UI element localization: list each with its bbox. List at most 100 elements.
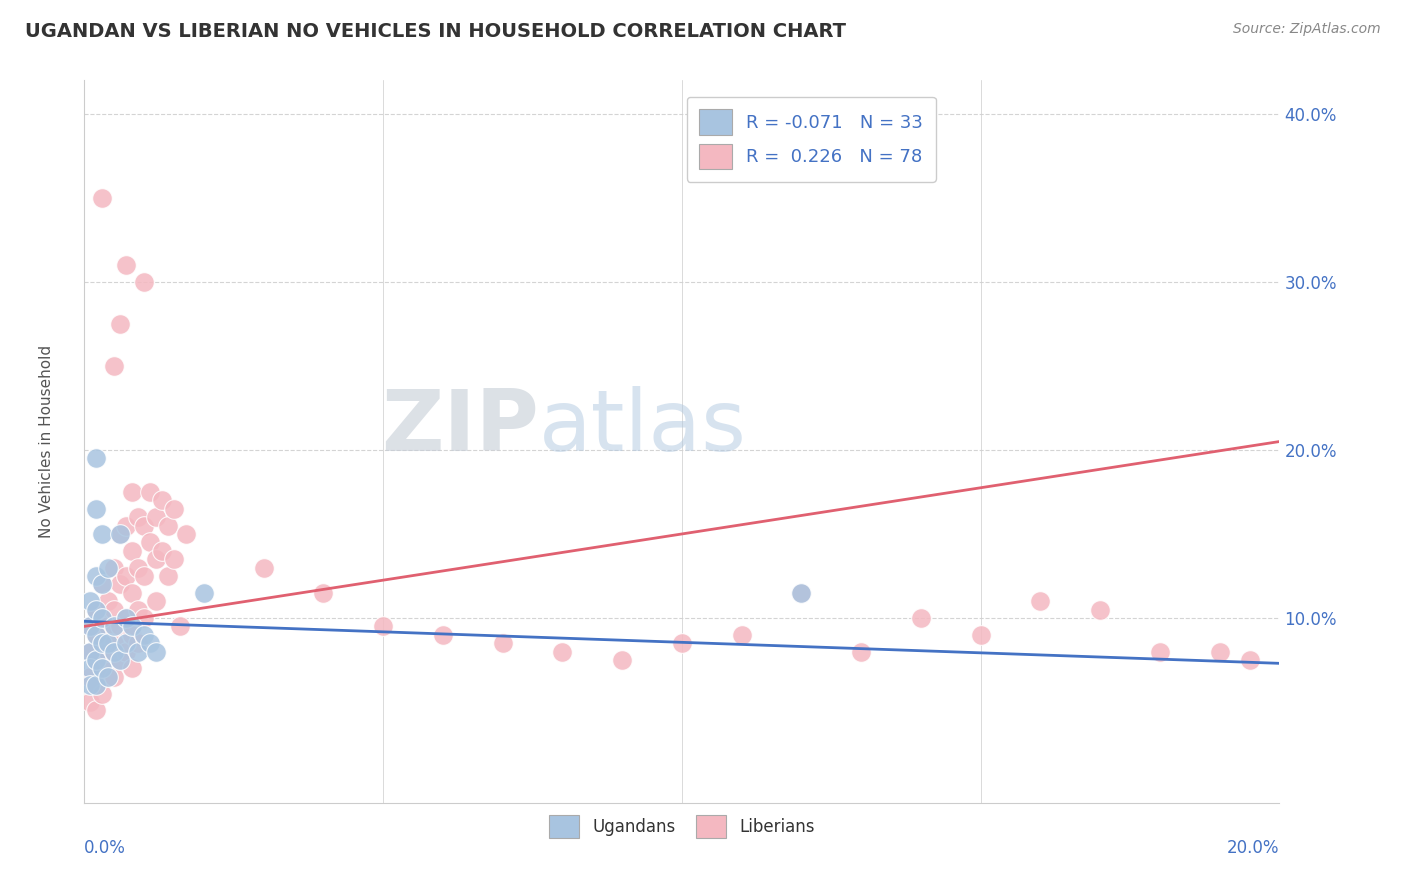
Point	[97, 594, 120, 608]
Point	[110, 577, 132, 591]
Text: No Vehicles in Household: No Vehicles in Household	[39, 345, 55, 538]
Point	[79, 678, 101, 692]
Point	[91, 636, 114, 650]
Point	[86, 703, 108, 717]
Point	[91, 191, 114, 205]
Point	[139, 535, 162, 549]
Point	[91, 687, 114, 701]
Point	[79, 695, 101, 709]
Point	[1209, 644, 1232, 658]
Point	[110, 619, 132, 633]
Point	[115, 644, 138, 658]
Text: Source: ZipAtlas.com: Source: ZipAtlas.com	[1233, 22, 1381, 37]
Point	[910, 611, 932, 625]
Point	[145, 644, 167, 658]
Point	[157, 518, 180, 533]
Point	[121, 485, 143, 500]
Point	[79, 619, 101, 633]
Point	[139, 636, 162, 650]
Point	[115, 636, 138, 650]
Point	[127, 636, 149, 650]
Point	[103, 636, 125, 650]
Point	[103, 560, 125, 574]
Point	[103, 670, 125, 684]
Point	[150, 543, 173, 558]
Point	[139, 485, 162, 500]
Point	[132, 569, 156, 583]
Point	[115, 611, 138, 625]
Point	[121, 586, 143, 600]
Point	[1239, 653, 1261, 667]
Point	[103, 602, 125, 616]
Point	[86, 678, 108, 692]
Point	[1090, 602, 1112, 616]
Point	[132, 611, 156, 625]
Point	[127, 510, 149, 524]
Point	[103, 619, 125, 633]
Point	[86, 501, 108, 516]
Point	[970, 628, 993, 642]
Point	[193, 586, 215, 600]
Point	[150, 493, 173, 508]
Point	[91, 661, 114, 675]
Point	[115, 258, 138, 272]
Point	[110, 317, 132, 331]
Point	[91, 577, 114, 591]
Point	[163, 552, 186, 566]
Point	[169, 619, 191, 633]
Point	[127, 602, 149, 616]
Point	[790, 586, 813, 600]
Text: 0.0%: 0.0%	[84, 838, 127, 857]
Point	[851, 644, 873, 658]
Point	[163, 501, 186, 516]
Point	[103, 359, 125, 373]
Point	[731, 628, 754, 642]
Point	[86, 602, 108, 616]
Point	[86, 628, 108, 642]
Point	[432, 628, 454, 642]
Point	[145, 594, 167, 608]
Point	[110, 527, 132, 541]
Point	[97, 644, 120, 658]
Point	[97, 670, 120, 684]
Text: ZIP: ZIP	[381, 385, 538, 468]
Point	[86, 602, 108, 616]
Point	[115, 611, 138, 625]
Point	[86, 653, 108, 667]
Point	[110, 653, 132, 667]
Point	[79, 670, 101, 684]
Point	[115, 569, 138, 583]
Point	[132, 518, 156, 533]
Point	[97, 619, 120, 633]
Point	[115, 518, 138, 533]
Point	[91, 611, 114, 625]
Legend: Ugandans, Liberians: Ugandans, Liberians	[543, 808, 821, 845]
Text: 20.0%: 20.0%	[1227, 838, 1279, 857]
Point	[97, 670, 120, 684]
Point	[790, 586, 813, 600]
Point	[86, 569, 108, 583]
Point	[97, 560, 120, 574]
Point	[1149, 644, 1171, 658]
Point	[79, 594, 101, 608]
Point	[103, 644, 125, 658]
Point	[551, 644, 574, 658]
Point	[110, 527, 132, 541]
Point	[373, 619, 395, 633]
Point	[612, 653, 634, 667]
Point	[79, 619, 101, 633]
Point	[86, 451, 108, 466]
Point	[91, 611, 114, 625]
Point	[312, 586, 335, 600]
Point	[91, 577, 114, 591]
Point	[97, 636, 120, 650]
Point	[145, 552, 167, 566]
Point	[132, 275, 156, 289]
Point	[127, 560, 149, 574]
Point	[86, 678, 108, 692]
Point	[157, 569, 180, 583]
Point	[671, 636, 693, 650]
Text: UGANDAN VS LIBERIAN NO VEHICLES IN HOUSEHOLD CORRELATION CHART: UGANDAN VS LIBERIAN NO VEHICLES IN HOUSE…	[25, 22, 846, 41]
Text: atlas: atlas	[538, 385, 747, 468]
Point	[127, 644, 149, 658]
